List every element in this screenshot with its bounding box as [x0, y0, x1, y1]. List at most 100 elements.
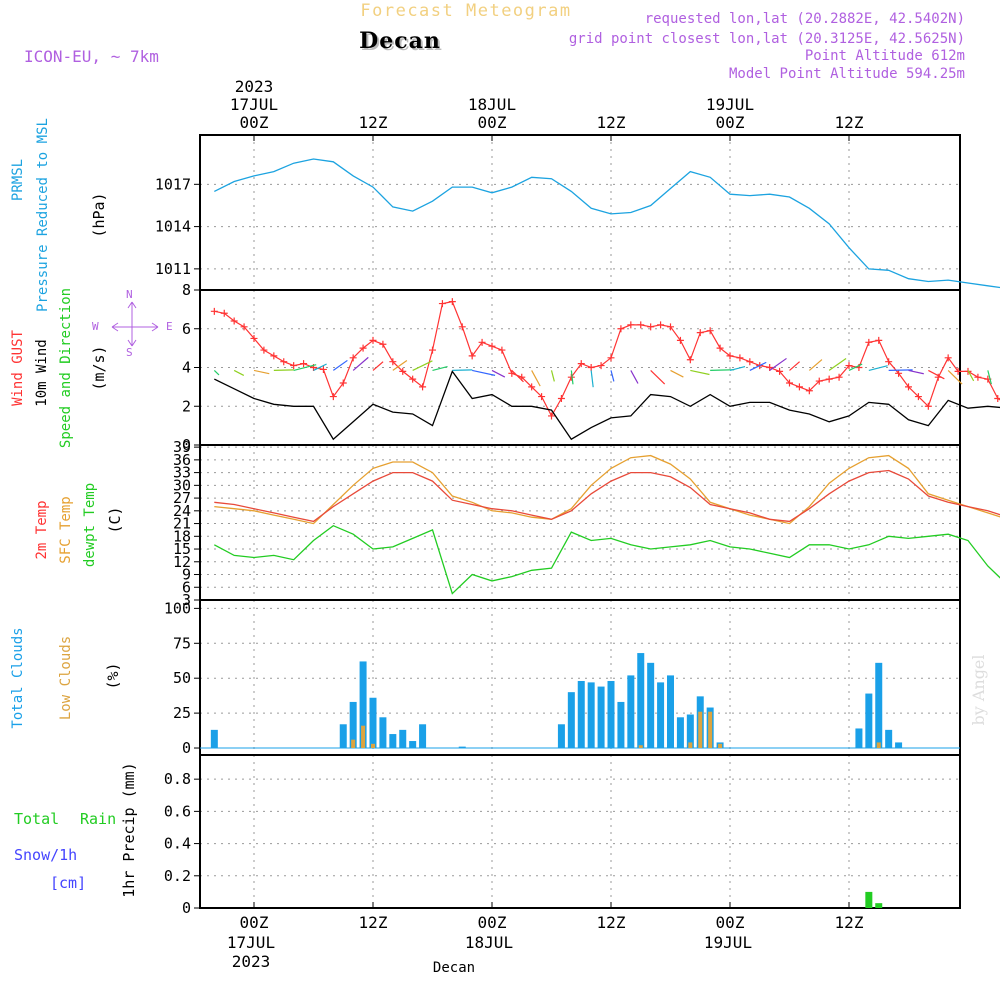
wind-direction-arrow: [432, 366, 448, 371]
wind-direction-arrow: [670, 369, 684, 378]
total-clouds-bar: [895, 742, 903, 749]
pressure-label-1: PRMSL: [10, 159, 26, 201]
wind-direction-arrow: [412, 360, 433, 371]
wind-direction-arrow: [550, 370, 555, 382]
gust-marker: [746, 358, 754, 366]
pressure-unit: (hPa): [90, 192, 108, 237]
wind-direction-arrow: [472, 369, 496, 376]
total-clouds-bar: [597, 686, 605, 749]
gust-marker: [548, 412, 555, 420]
gust-marker: [657, 321, 665, 329]
total-clouds-bar: [389, 734, 397, 749]
wind-direction-arrow: [987, 370, 992, 385]
compass-e: E: [166, 320, 173, 333]
total-clouds-bar: [210, 729, 218, 749]
wind-direction-arrow: [828, 357, 847, 371]
total-clouds-bar: [875, 662, 883, 749]
total-clouds-bar: [458, 746, 466, 749]
gust-marker: [974, 373, 982, 381]
gust-marker: [369, 336, 377, 344]
gust-marker: [795, 383, 803, 391]
gust-marker: [349, 354, 357, 362]
wind-direction-arrow: [808, 359, 823, 371]
gust-marker: [676, 336, 684, 344]
compass-n: N: [126, 288, 133, 301]
gust-marker: [488, 342, 496, 350]
wind-direction-arrow: [947, 369, 963, 385]
point-altitude: Point Altitude 612m: [805, 48, 965, 64]
total-clouds-bar: [379, 717, 387, 749]
gust-marker: [954, 367, 962, 375]
requested-point: requested lon,lat (20.2882E, 42.5402N): [645, 11, 965, 27]
wind-direction-arrow: [650, 369, 666, 385]
wind-direction-arrow: [610, 370, 615, 382]
clouds-label-1: Total Clouds: [10, 627, 26, 728]
wind-direction-arrow: [313, 363, 327, 371]
wind-direction-arrow: [511, 369, 524, 383]
gust-marker: [409, 375, 417, 383]
wind-direction-arrow: [729, 365, 746, 371]
gust-marker: [557, 395, 565, 402]
gust-marker: [597, 362, 605, 370]
total-clouds-bar: [627, 675, 635, 749]
gust-marker: [696, 329, 704, 337]
total-clouds-bar: [409, 741, 417, 749]
temp-label-3: dewpt Temp: [82, 483, 98, 567]
clouds-unit: (%): [104, 662, 122, 689]
wind-direction-arrow: [213, 369, 220, 376]
total-clouds-bar: [339, 724, 347, 749]
gust-marker: [835, 373, 843, 381]
gust-marker: [339, 379, 347, 387]
compass-s: S: [126, 346, 133, 359]
rain-bar: [875, 903, 883, 908]
bottom-day-label-2: 18JUL: [465, 933, 513, 952]
gust-marker: [875, 336, 883, 344]
pressure-label-2: Pressure Reduced to MSL: [35, 118, 51, 312]
gust-marker: [498, 346, 506, 354]
gust-marker: [528, 383, 536, 391]
wind-direction-arrow: [590, 370, 594, 388]
plot-layer: [200, 158, 1000, 909]
wind-label-1: Wind GUST: [10, 330, 26, 406]
wind-direction-arrow: [789, 361, 800, 371]
wind-direction-arrow: [253, 369, 270, 375]
clouds-label-2: Low Clouds: [58, 636, 74, 720]
low-clouds-bar: [688, 742, 693, 749]
wind-speed-line: [214, 370, 1000, 441]
wind-direction-arrow: [233, 369, 245, 376]
precip-tick-label: 0.8: [164, 770, 191, 788]
gust-marker: [805, 387, 813, 395]
top-hour-label-3: 00Z: [478, 113, 507, 132]
temp-unit: (C): [106, 506, 124, 533]
wind-direction-arrow: [372, 361, 384, 371]
total-clouds-bar: [885, 729, 893, 749]
low-clouds-bar: [371, 743, 375, 749]
gust-marker: [210, 307, 218, 315]
total-clouds-bar: [657, 682, 665, 749]
total-clouds-bar: [567, 692, 575, 749]
wind-tick-label: 2: [182, 397, 191, 415]
wind-direction-arrow: [967, 370, 975, 382]
dewpt-line: [213, 524, 1000, 595]
wind-direction-arrow: [928, 369, 945, 380]
gust-marker: [845, 362, 853, 370]
low-clouds-bar: [718, 743, 723, 749]
gust-marker: [399, 367, 407, 375]
gust-marker: [994, 395, 1000, 402]
gust-marker: [240, 323, 248, 331]
wind-direction-arrow: [273, 369, 294, 372]
gust-marker: [726, 352, 734, 360]
precip-label-total: Total: [14, 810, 59, 828]
pressure-line: [214, 158, 1000, 289]
gust-marker: [438, 300, 446, 308]
wind-tick-label: 0: [182, 436, 191, 454]
gust-marker: [627, 321, 635, 329]
precip-tick-label: 0: [182, 899, 191, 917]
gust-marker: [270, 352, 278, 360]
gust-marker: [478, 338, 486, 346]
gust-marker: [944, 354, 952, 362]
rain-bar: [865, 891, 873, 908]
total-clouds-bar: [587, 682, 595, 749]
total-clouds-bar: [647, 662, 655, 749]
